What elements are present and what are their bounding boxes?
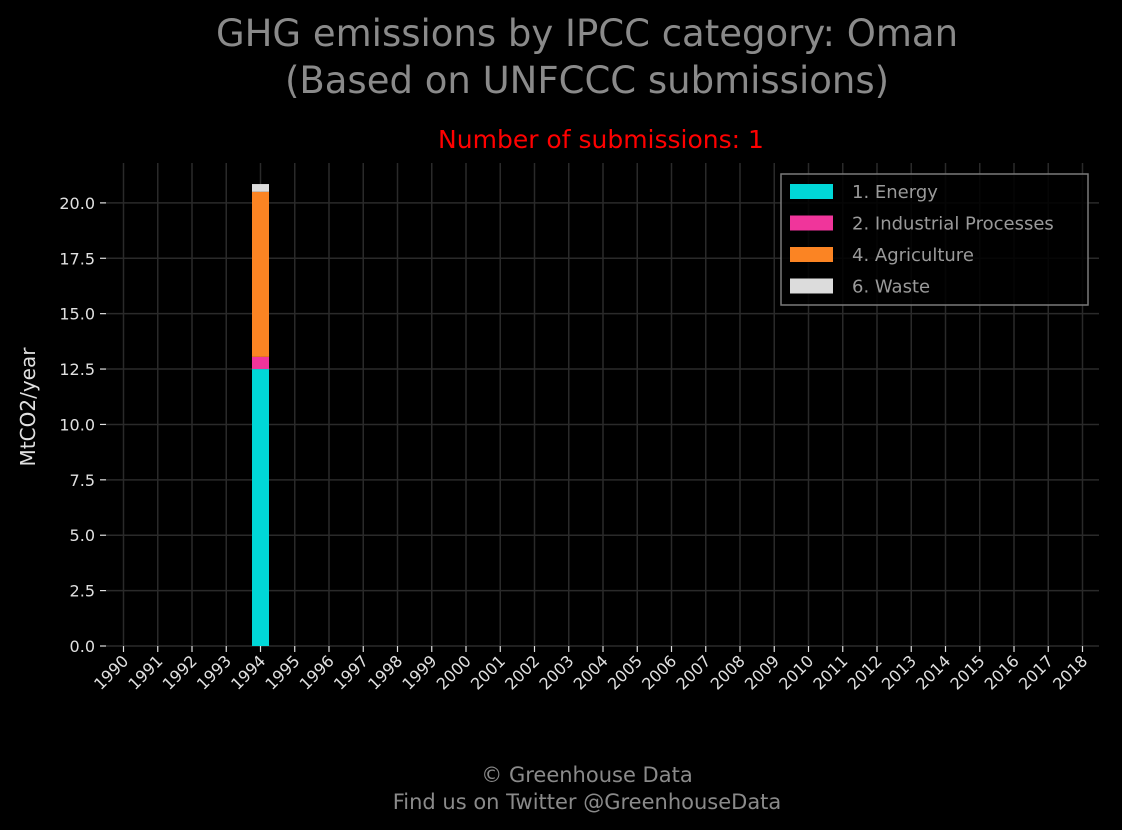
legend-swatch: [790, 184, 833, 199]
chart-subtitle: Number of submissions: 1: [438, 125, 764, 154]
chart-title-line2: (Based on UNFCCC submissions): [285, 59, 889, 102]
x-tick-label: 2006: [638, 651, 680, 693]
legend-entry-label: 6. Waste: [852, 277, 930, 298]
chart-title-line1: GHG emissions by IPCC category: Oman: [216, 12, 958, 55]
x-tick-label: 1995: [261, 651, 303, 693]
x-tick-label: 2012: [844, 651, 886, 693]
legend-swatch: [790, 247, 833, 262]
x-tick-label: 1997: [330, 651, 372, 693]
x-tick-label: 2010: [775, 651, 817, 693]
x-tick-label: 1992: [159, 651, 201, 693]
y-tick-label: 15.0: [59, 305, 95, 324]
x-tick-label: 2009: [741, 651, 783, 693]
y-tick-label: 17.5: [59, 249, 95, 268]
x-tick-label: 2018: [1049, 651, 1091, 693]
bars: [252, 184, 269, 646]
bar-segment: [252, 184, 269, 192]
y-axis-label: MtCO2/year: [16, 347, 40, 467]
x-axis: 1990199119921993199419951996199719981999…: [90, 646, 1091, 694]
legend: 1. Energy 2. Industrial Processes 4. Agric…: [780, 173, 1089, 306]
x-tick-label: 1990: [90, 651, 132, 693]
x-tick-label: 1999: [398, 651, 440, 693]
x-tick-label: 2017: [1015, 651, 1057, 693]
legend-entry-label: 4. Agriculture: [852, 245, 974, 266]
bar-segment: [252, 191, 269, 357]
y-tick-label: 2.5: [70, 582, 95, 601]
x-tick-label: 1994: [227, 651, 269, 693]
y-axis: 0.0 2.5 5.0 7.5 10.0 12.5 15.0 17.5 20.0: [59, 194, 106, 656]
legend-entry-label: 2. Industrial Processes: [852, 214, 1054, 235]
x-tick-label: 2003: [535, 651, 577, 693]
x-tick-label: 2008: [707, 651, 749, 693]
y-tick-label: 20.0: [59, 194, 95, 213]
bar-segment: [252, 369, 269, 646]
x-tick-label: 2002: [501, 651, 543, 693]
x-tick-label: 2007: [672, 651, 714, 693]
y-tick-label: 5.0: [70, 526, 95, 545]
legend-swatch: [790, 215, 833, 231]
y-tick-label: 0.0: [70, 637, 95, 656]
x-tick-label: 2015: [946, 651, 988, 693]
x-tick-label: 2014: [912, 651, 954, 693]
footer-copyright: © Greenhouse Data: [481, 763, 692, 787]
footer-twitter: Find us on Twitter @GreenhouseData: [393, 790, 782, 814]
y-tick-label: 12.5: [59, 360, 95, 379]
legend-entry-label: 1. Energy: [852, 182, 938, 203]
x-tick-label: 2011: [809, 651, 851, 693]
x-tick-label: 1996: [296, 651, 338, 693]
legend-swatch: [790, 278, 833, 294]
y-tick-label: 7.5: [70, 471, 95, 490]
x-tick-label: 2004: [570, 651, 612, 693]
x-tick-label: 1993: [193, 651, 235, 693]
x-tick-label: 2013: [878, 651, 920, 693]
bar-segment: [252, 356, 269, 370]
x-tick-label: 2005: [604, 651, 646, 693]
x-tick-label: 2001: [467, 651, 509, 693]
x-tick-label: 1991: [124, 651, 166, 693]
x-tick-label: 2000: [433, 651, 475, 693]
y-tick-label: 10.0: [59, 415, 95, 434]
x-tick-label: 1998: [364, 651, 406, 693]
x-tick-label: 2016: [981, 651, 1023, 693]
